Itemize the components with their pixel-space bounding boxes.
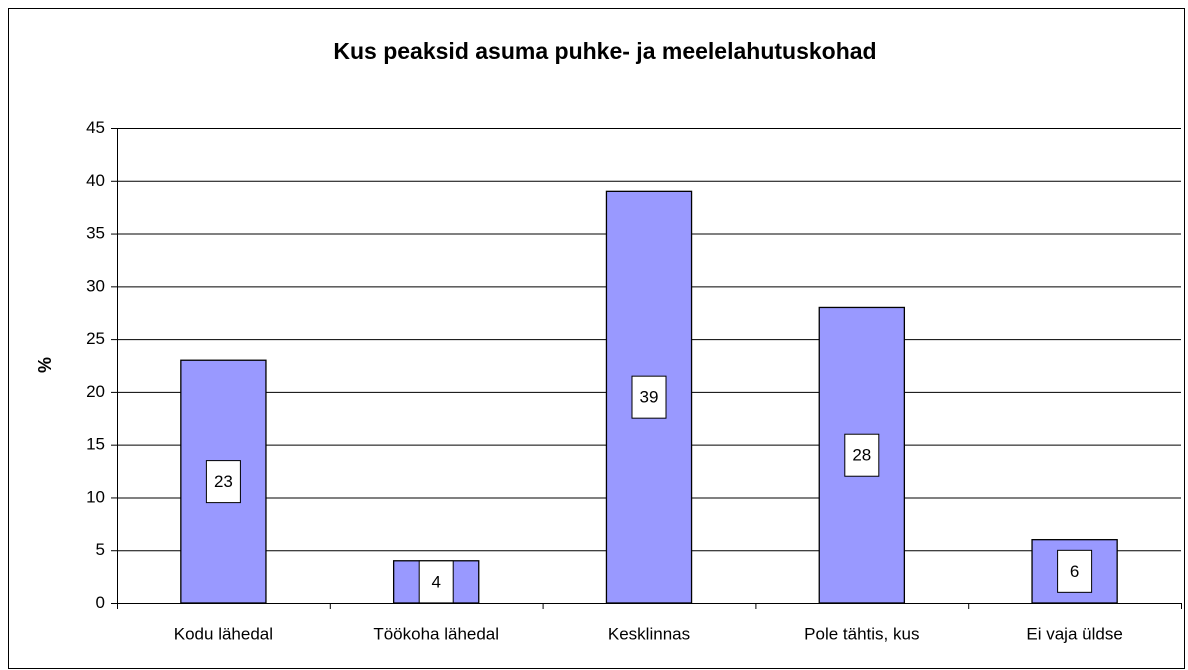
data-label-box bbox=[631, 375, 667, 419]
x-tick-label: Kesklinnas bbox=[608, 624, 690, 643]
data-label-box bbox=[418, 560, 454, 604]
x-tick-label: Töökoha lähedal bbox=[373, 624, 499, 643]
y-tick-label: 30 bbox=[86, 276, 105, 295]
x-tick-label: Ei vaja üldse bbox=[1026, 624, 1122, 643]
data-label: 4 bbox=[431, 572, 440, 591]
y-tick-label: 40 bbox=[86, 171, 105, 190]
y-tick-label: 10 bbox=[86, 487, 105, 506]
data-label-box bbox=[844, 433, 880, 477]
data-label-box bbox=[205, 460, 241, 504]
data-label: 23 bbox=[214, 472, 233, 491]
y-tick-label: 20 bbox=[86, 382, 105, 401]
x-tick-label: Kodu lähedal bbox=[174, 624, 273, 643]
y-tick-label: 25 bbox=[86, 329, 105, 348]
data-label: 28 bbox=[852, 446, 871, 465]
y-tick-label: 45 bbox=[86, 118, 105, 137]
data-label: 39 bbox=[640, 388, 659, 407]
data-label-box bbox=[1057, 549, 1093, 593]
y-tick-label: 35 bbox=[86, 224, 105, 243]
y-axis-title: % bbox=[35, 357, 55, 373]
y-tick-label: 0 bbox=[96, 593, 105, 612]
data-label: 6 bbox=[1070, 562, 1079, 581]
chart-title: Kus peaksid asuma puhke- ja meelelahutus… bbox=[333, 38, 876, 64]
y-tick-label: 15 bbox=[86, 435, 105, 454]
x-tick-label: Pole tähtis, kus bbox=[804, 624, 919, 643]
y-tick-label: 5 bbox=[96, 540, 105, 559]
